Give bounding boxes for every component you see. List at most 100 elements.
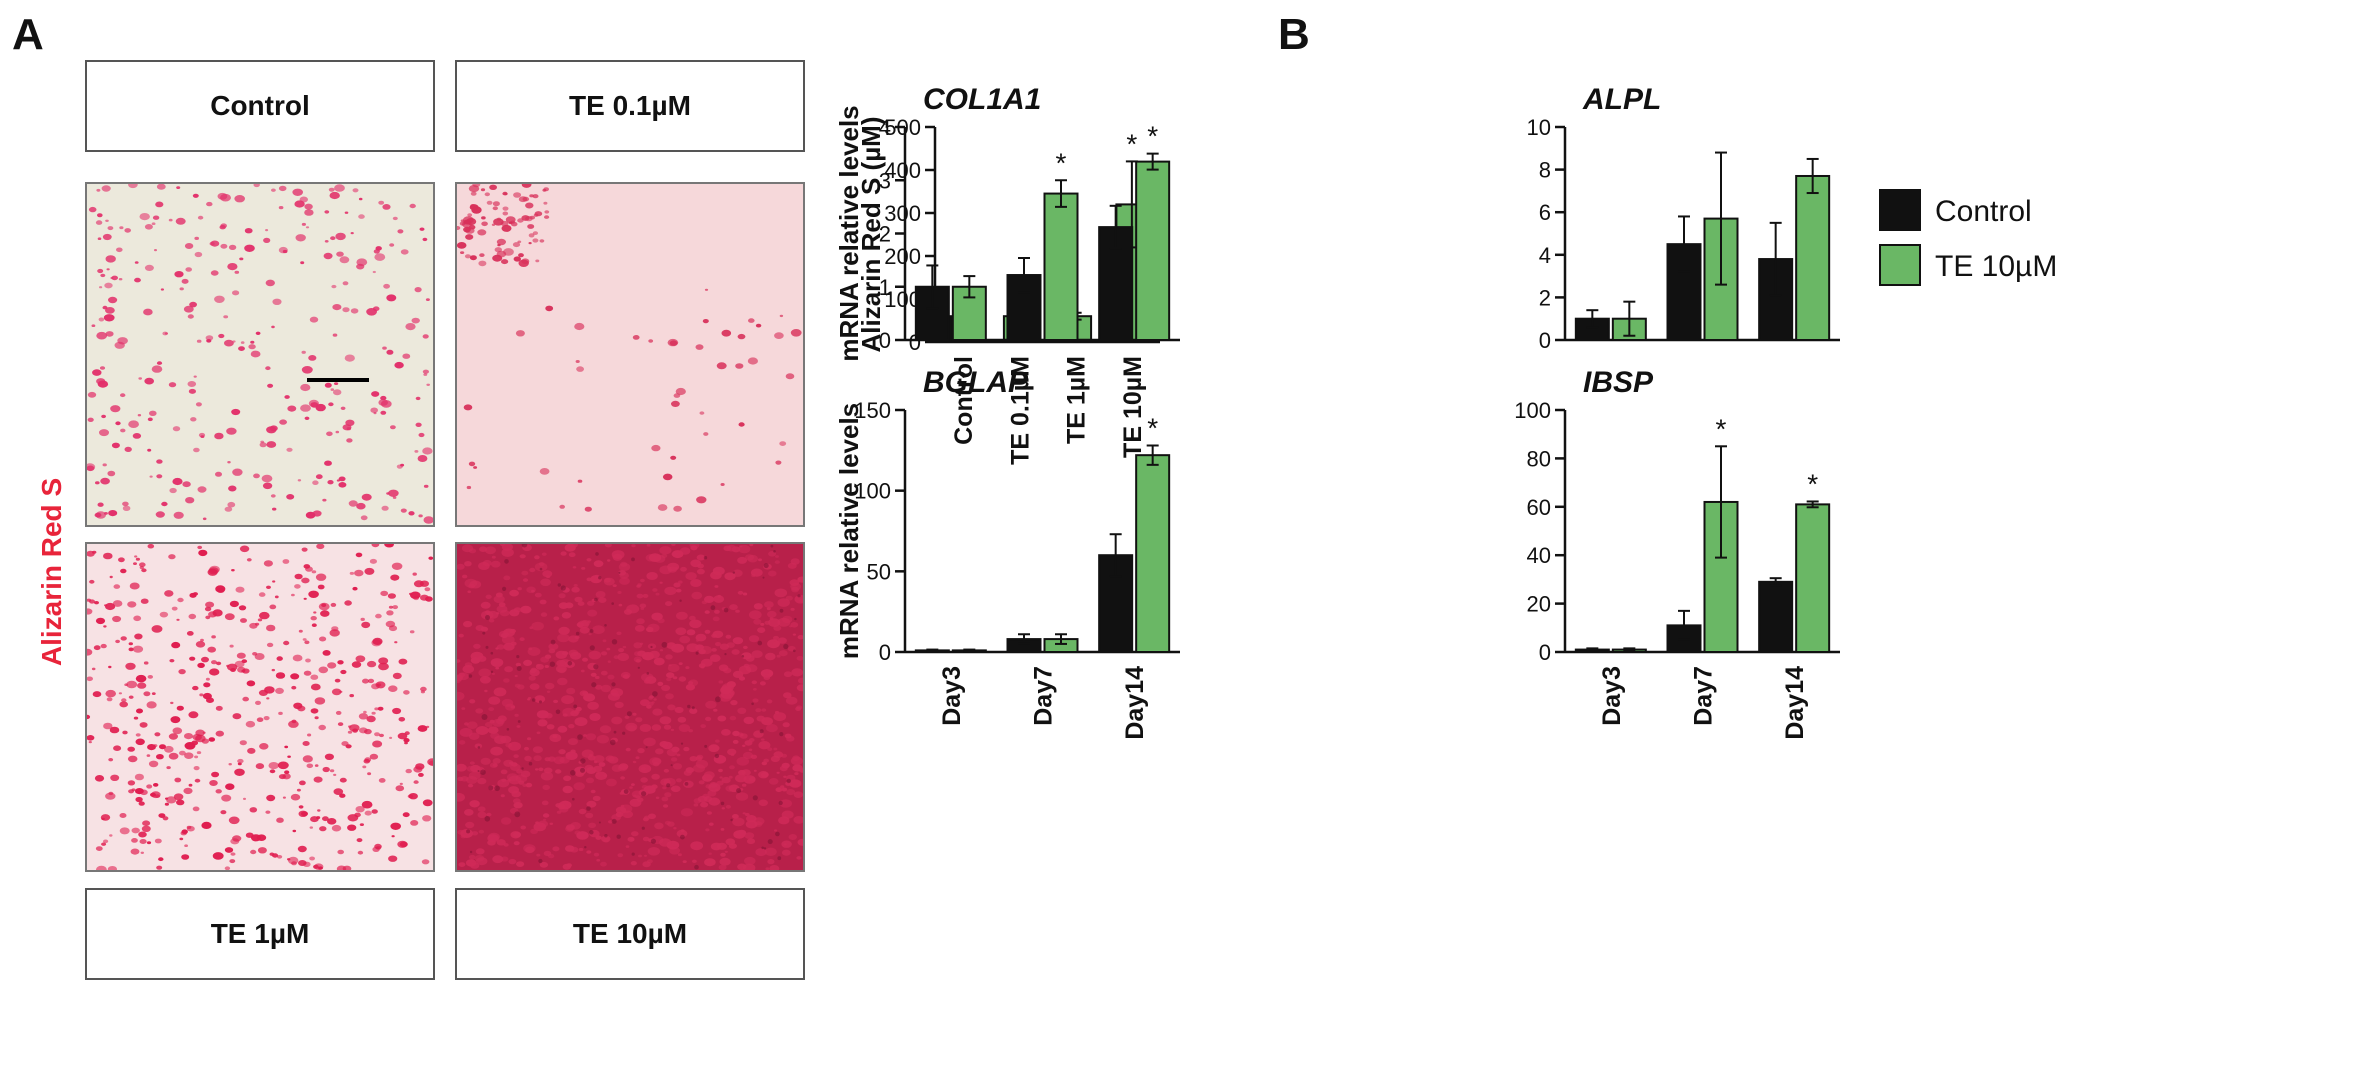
stain-deposit	[675, 627, 687, 636]
stain-deposit	[518, 259, 529, 267]
x-tick-label: TE 10µM	[1119, 356, 1147, 458]
stain-deposit	[315, 474, 323, 480]
stain-deposit	[570, 822, 581, 830]
stain-deposit	[266, 585, 271, 589]
stain-deposit	[244, 228, 253, 234]
stain-deposit	[671, 551, 679, 557]
stain-deposit	[657, 504, 668, 511]
stain-deposit	[527, 224, 535, 229]
stain-deposit	[422, 334, 429, 339]
stain-deposit	[344, 354, 355, 362]
stain-deposit	[598, 762, 606, 767]
stain-deposit	[625, 747, 631, 752]
stain-deposit	[776, 654, 781, 658]
stain-deposit	[326, 431, 333, 437]
stain-deposit	[234, 768, 245, 776]
stain-deposit	[238, 346, 245, 351]
stain-deposit	[677, 853, 682, 857]
stain-deposit	[611, 716, 623, 725]
stain-deposit	[412, 572, 417, 576]
stain-deposit	[661, 796, 669, 802]
stain-deposit	[156, 361, 163, 365]
stain-deposit	[790, 607, 795, 611]
stain-deposit	[796, 856, 802, 860]
stain-deposit	[773, 751, 784, 758]
stain-deposit	[670, 455, 677, 460]
stain-deposit	[107, 470, 116, 477]
stain-deposit	[232, 713, 242, 720]
stain-deposit	[644, 854, 647, 857]
stain-deposit	[292, 829, 297, 833]
stain-deposit	[765, 652, 776, 661]
stain-deposit	[118, 557, 125, 563]
chart-title: BGLAP	[923, 366, 1029, 399]
dark-deposit	[652, 691, 658, 697]
stain-deposit	[378, 657, 389, 665]
dark-deposit	[577, 734, 583, 740]
stain-deposit	[188, 711, 199, 719]
stain-deposit	[703, 796, 713, 802]
stain-deposit	[309, 316, 319, 323]
stain-deposit	[587, 600, 595, 606]
stain-deposit	[135, 738, 145, 746]
stain-deposit	[457, 763, 467, 772]
stain-deposit	[525, 782, 533, 788]
stain-deposit	[751, 650, 763, 658]
dark-deposit	[691, 706, 695, 710]
stain-deposit	[418, 432, 425, 438]
stain-deposit	[549, 822, 554, 825]
stain-deposit	[294, 573, 303, 580]
stain-deposit	[516, 769, 523, 774]
stain-deposit	[272, 507, 277, 511]
stain-deposit	[107, 226, 114, 231]
stain-deposit	[276, 656, 283, 661]
stain-deposit	[309, 826, 313, 829]
stain-deposit	[689, 708, 698, 714]
stain-deposit	[284, 395, 290, 399]
stain-deposit	[377, 706, 384, 711]
stain-deposit	[586, 850, 592, 854]
stain-deposit	[764, 601, 774, 608]
y-tick-label: 8	[1539, 158, 1551, 183]
stain-deposit	[229, 600, 239, 608]
stain-deposit	[508, 761, 514, 765]
stain-deposit	[338, 476, 346, 482]
stain-deposit	[105, 219, 109, 222]
stain-deposit	[521, 570, 529, 576]
stain-deposit	[720, 852, 726, 857]
stain-deposit	[728, 775, 733, 779]
stain-deposit	[457, 226, 461, 230]
dark-deposit	[485, 645, 489, 649]
stain-deposit	[192, 592, 198, 596]
stain-deposit	[774, 710, 780, 714]
stain-deposit	[742, 592, 748, 596]
stain-deposit	[710, 842, 722, 851]
stain-deposit	[175, 217, 186, 225]
stain-deposit	[760, 772, 769, 778]
stain-deposit	[100, 273, 106, 278]
stain-deposit	[531, 589, 535, 593]
stain-deposit	[457, 792, 465, 802]
stain-deposit	[605, 778, 617, 787]
stain-deposit	[767, 859, 775, 865]
stain-deposit	[488, 707, 495, 712]
stain-deposit	[378, 662, 389, 671]
stain-deposit	[502, 211, 509, 216]
stain-deposit	[313, 776, 323, 783]
stain-deposit	[466, 218, 477, 226]
stain-deposit	[517, 684, 525, 690]
stain-deposit	[763, 670, 770, 674]
stain-deposit	[367, 678, 375, 684]
stain-deposit	[220, 243, 228, 249]
stain-deposit	[100, 477, 110, 485]
stain-deposit	[708, 744, 720, 753]
stain-deposit	[87, 417, 94, 422]
stain-deposit	[134, 555, 138, 558]
stain-deposit	[470, 657, 481, 664]
stain-deposit	[394, 361, 404, 369]
stain-deposit	[193, 766, 200, 771]
stain-deposit	[484, 689, 488, 693]
stain-deposit	[96, 378, 106, 385]
stain-deposit	[327, 480, 334, 485]
